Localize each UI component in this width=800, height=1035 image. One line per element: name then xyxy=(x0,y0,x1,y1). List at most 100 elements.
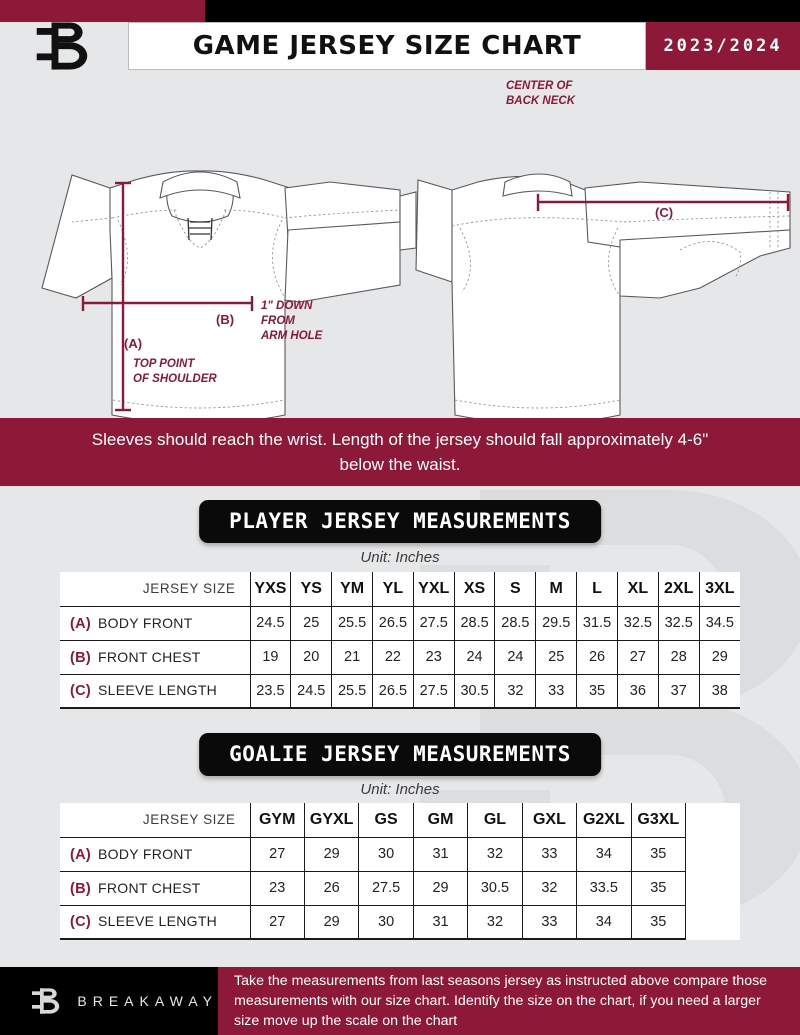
measurement-cell: 35 xyxy=(630,870,687,906)
measurement-cell xyxy=(686,837,741,871)
player-section-heading-text: PLAYER JERSEY MEASUREMENTS xyxy=(229,509,571,533)
label-b-note-1: 1" DOWN xyxy=(261,300,313,312)
measurement-cell: 28.5 xyxy=(453,605,496,641)
row-label: (B) FRONT CHEST xyxy=(60,870,251,906)
season-text: 2023/2024 xyxy=(663,36,783,56)
measurement-cell: 35 xyxy=(630,904,687,940)
goalie-col-header: GXL xyxy=(521,803,578,838)
player-col-header: XL xyxy=(616,572,659,607)
measurement-cell: 35 xyxy=(630,836,687,872)
measurement-cell: 32 xyxy=(521,870,578,906)
label-a: (A) xyxy=(124,336,142,351)
measurement-cell: 30 xyxy=(358,904,414,940)
measurement-cell: 29 xyxy=(303,904,360,940)
table-row: (A) BODY FRONT 27 29 30 31 32 33 34 35 xyxy=(60,836,741,872)
goalie-col-header: GL xyxy=(467,803,523,838)
note-banner-text: Sleeves should reach the wrist. Length o… xyxy=(91,429,709,475)
page-footer: BREAKAWAY Take the measurements from las… xyxy=(0,967,800,1035)
measurement-cell xyxy=(686,905,741,939)
goalie-section-heading: GOALIE JERSEY MEASUREMENTS xyxy=(199,733,601,776)
player-unit-label: Unit: Inches xyxy=(360,549,440,566)
measurement-cell: 30.5 xyxy=(453,673,496,709)
measurement-cell: 31.5 xyxy=(576,605,618,641)
back-jersey-illustration: (C) CENTER OF BACK NECK xyxy=(399,80,791,418)
goalie-section-heading-text: GOALIE JERSEY MEASUREMENTS xyxy=(229,742,571,766)
goalie-col-header xyxy=(686,803,741,837)
measurement-cell: 26 xyxy=(303,870,360,906)
goalie-table-body: (A) BODY FRONT 27 29 30 31 32 33 34 35 (B) FRONT CH… xyxy=(60,836,741,940)
season-badge: 2023/2024 xyxy=(646,22,800,70)
measurement-cell: 23.5 xyxy=(249,673,292,709)
page-title: GAME JERSEY SIZE CHART xyxy=(128,22,646,70)
measurement-cell: 24 xyxy=(494,639,537,675)
table-row: (B) FRONT CHEST 19 20 21 22 23 24 24 25 26 27 28 29 xyxy=(60,639,740,675)
player-col-header: YS xyxy=(290,572,333,607)
label-b-note-2: FROM xyxy=(261,315,295,327)
measurement-cell: 36 xyxy=(616,673,659,709)
goalie-table-head: JERSEY SIZE GYM GYXL GS GM GL GXL G2XL G3XL xyxy=(60,803,741,838)
measurement-cell: 27.5 xyxy=(358,870,414,906)
row-label-text: SLEEVE LENGTH xyxy=(98,682,218,699)
goalie-col-header: GYXL xyxy=(303,803,360,838)
player-col-header: M xyxy=(535,572,578,607)
player-table-body: (A) BODY FRONT 24.5 25 25.5 26.5 27.5 28.5 28.5 2… xyxy=(60,605,740,709)
measurement-cell: 33 xyxy=(521,904,578,940)
footer-instructions-text: Take the measurements from last seasons … xyxy=(234,972,768,1030)
goalie-col-header: GS xyxy=(358,803,414,838)
measurement-cell: 23 xyxy=(249,870,305,906)
row-label: (A) BODY FRONT xyxy=(60,836,251,872)
row-tag: (C) xyxy=(70,683,92,700)
measurement-cell: 30.5 xyxy=(467,870,523,906)
row-label-text: SLEEVE LENGTH xyxy=(98,913,218,930)
measurement-cell: 25.5 xyxy=(331,673,373,709)
measurement-cell: 32 xyxy=(467,836,523,872)
note-banner: Sleeves should reach the wrist. Length o… xyxy=(0,418,800,486)
player-col-header: L xyxy=(576,572,618,607)
measurement-cell: 27 xyxy=(616,639,659,675)
goalie-col-header: GM xyxy=(412,803,469,838)
footer-brand-name: BREAKAWAY xyxy=(77,993,218,1009)
jersey-diagrams: .cloth { fill:#ffffff; stroke:#59595b; s… xyxy=(41,80,791,418)
goalie-rowlabel-header: JERSEY SIZE xyxy=(60,803,251,838)
label-c-note-2: BACK NECK xyxy=(506,95,576,107)
player-col-header: 2XL xyxy=(657,572,700,607)
goalie-measurements-table: JERSEY SIZE GYM GYXL GS GM GL GXL G2XL G3XL (A)… xyxy=(60,803,740,940)
table-header-row: JERSEY SIZE GYM GYXL GS GM GL GXL G2XL G3XL xyxy=(60,803,741,838)
measurement-cell xyxy=(686,871,741,905)
goalie-col-header: G2XL xyxy=(576,803,632,838)
top-strip-black xyxy=(205,0,800,22)
table-row: (C) SLEEVE LENGTH 23.5 24.5 25.5 26.5 27.5 30.5… xyxy=(60,673,740,709)
measurement-cell: 24.5 xyxy=(249,605,292,641)
measurement-cell: 26.5 xyxy=(371,673,414,709)
label-a-note-2: OF SHOULDER xyxy=(133,373,217,385)
measurement-cell: 24.5 xyxy=(290,673,333,709)
header-logo xyxy=(0,22,128,70)
measurement-cell: 27 xyxy=(249,904,305,940)
row-tag: (B) xyxy=(70,649,92,666)
measurement-cell: 28 xyxy=(657,639,700,675)
measurement-cell: 21 xyxy=(331,639,373,675)
row-tag: (A) xyxy=(70,615,92,632)
measurement-cell: 25 xyxy=(535,639,578,675)
measurement-cell: 38 xyxy=(698,673,740,709)
player-table-wrap: JERSEY SIZE YXS YS YM YL YXL XS S M L XL 2XL 3XL (A… xyxy=(60,572,740,709)
measurement-cell: 32.5 xyxy=(657,605,700,641)
top-color-strip xyxy=(0,0,800,22)
table-row: (C) SLEEVE LENGTH 27 29 30 31 32 33 34 35 xyxy=(60,904,741,940)
measurement-cell: 33 xyxy=(535,673,578,709)
measurement-cell: 30 xyxy=(358,836,414,872)
measurement-cell: 25 xyxy=(290,605,333,641)
measurement-cell: 33.5 xyxy=(576,870,632,906)
label-b-note-3: ARM HOLE xyxy=(260,330,323,342)
footer-instructions: Take the measurements from last seasons … xyxy=(218,967,800,1035)
measurement-cell: 20 xyxy=(290,639,333,675)
measurement-cell: 19 xyxy=(249,639,292,675)
top-strip-maroon xyxy=(0,0,205,22)
measurement-cell: 32.5 xyxy=(616,605,659,641)
page-header: GAME JERSEY SIZE CHART 2023/2024 xyxy=(0,22,800,70)
measurement-cell: 24 xyxy=(453,639,496,675)
measurement-cell: 27.5 xyxy=(412,673,455,709)
measurement-cell: 31 xyxy=(412,904,469,940)
label-c-note-1: CENTER OF xyxy=(506,80,573,92)
